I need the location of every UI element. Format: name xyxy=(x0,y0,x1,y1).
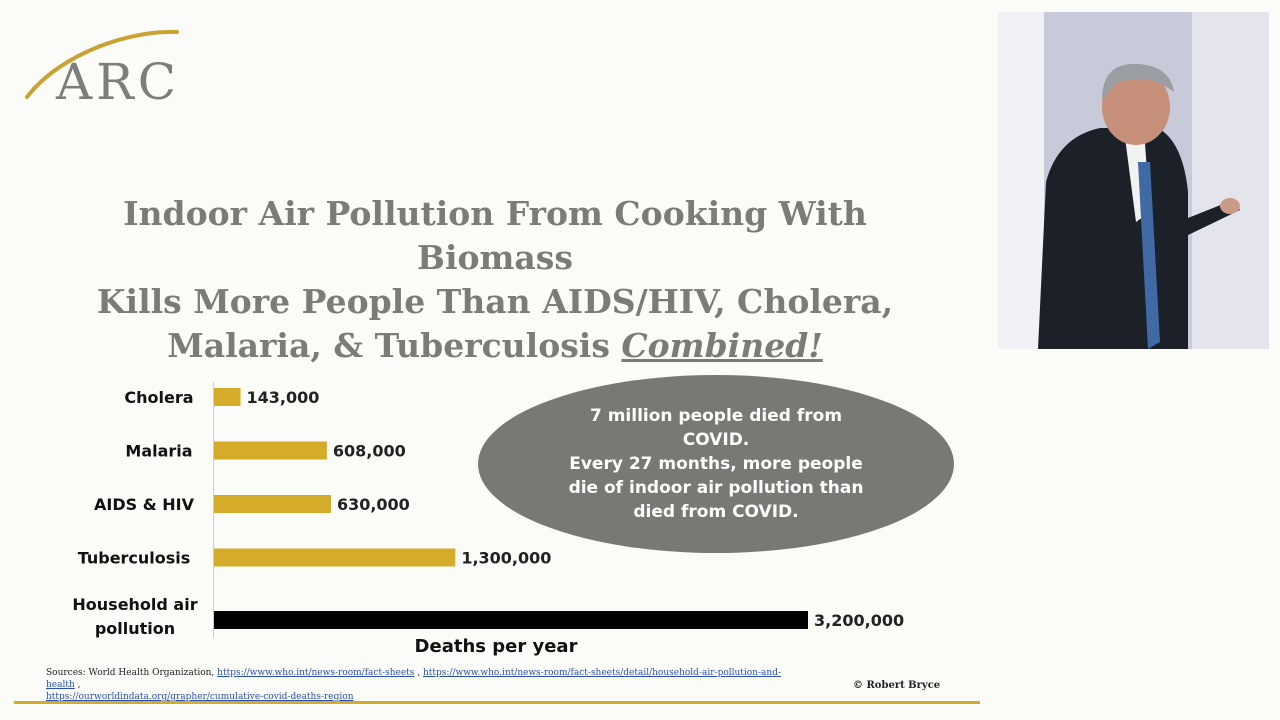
value-label-2: 630,000 xyxy=(337,495,410,514)
footer-gold-rule xyxy=(14,701,980,704)
title-emphasis: Combined! xyxy=(621,326,823,365)
copyright-credit: © Robert Bryce xyxy=(853,680,941,691)
bar-3 xyxy=(214,548,456,567)
arc-logo-text: ARC xyxy=(55,53,180,108)
source-link-household-air-pollution[interactable]: https://www.who.int/news-room/fact-sheet… xyxy=(46,668,782,690)
category-label-2: AIDS & HIV xyxy=(94,495,195,514)
category-label-3: Tuberculosis xyxy=(78,549,191,568)
bar-4 xyxy=(214,611,808,629)
category-label-0: Cholera xyxy=(124,388,193,407)
category-label-4: Household air pollution xyxy=(72,595,197,638)
callout-line-2: Every 27 months, more people die of indo… xyxy=(568,454,864,522)
source-link-covid-deaths[interactable]: https://ourworldindata.org/grapher/cumul… xyxy=(46,692,354,702)
title-line-2: Kills More People Than AIDS/HIV, Cholera… xyxy=(96,282,894,321)
deaths-bar-chart: 143,000 Cholera 608,000 Malaria 630,000 AIDS … xyxy=(72,382,904,657)
title-line-3: Malaria, & Tuberculosis xyxy=(167,326,622,365)
sources-prefix: Sources: World Health Organization, xyxy=(46,668,215,678)
sources-note: Sources: World Health Organization, http… xyxy=(46,668,782,702)
bar-1 xyxy=(214,441,327,460)
slide-title: Indoor Air Pollution From Cooking With B… xyxy=(40,192,950,368)
speaker-video xyxy=(998,12,1269,349)
callout-line-1: 7 million people died from COVID. xyxy=(589,406,843,450)
value-label-1: 608,000 xyxy=(333,442,406,461)
value-label-3: 1,300,000 xyxy=(461,549,551,568)
bar-2 xyxy=(214,495,331,513)
title-line-1: Indoor Air Pollution From Cooking With B… xyxy=(123,194,867,277)
bar-0 xyxy=(214,388,241,406)
value-label-0: 143,000 xyxy=(247,388,320,407)
value-label-4: 3,200,000 xyxy=(814,611,904,630)
arc-logo: ARC xyxy=(22,22,212,108)
x-axis-label: Deaths per year xyxy=(415,636,578,657)
source-link-fact-sheets[interactable]: https://www.who.int/news-room/fact-sheet… xyxy=(217,668,415,678)
covid-callout: 7 million people died from COVID. Every … xyxy=(478,375,954,553)
category-label-1: Malaria xyxy=(125,442,192,461)
